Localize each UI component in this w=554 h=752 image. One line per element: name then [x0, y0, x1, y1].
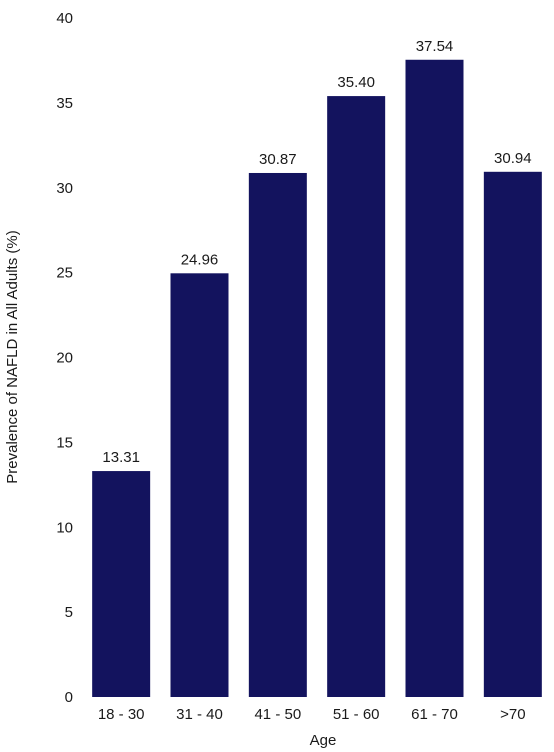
y-tick-label: 15 — [56, 434, 73, 451]
x-tick-label: 18 - 30 — [98, 706, 145, 723]
y-tick-label: 40 — [56, 10, 73, 27]
x-tick-label: >70 — [500, 706, 525, 723]
bar-value-label: 30.87 — [259, 151, 297, 168]
x-tick-label: 31 - 40 — [176, 706, 223, 723]
bar-value-label: 24.96 — [181, 251, 219, 268]
y-axis-ticks: 0 5 10 15 20 25 30 35 40 — [56, 10, 73, 706]
bar — [248, 172, 307, 697]
x-tick-label: 61 - 70 — [411, 706, 458, 723]
y-tick-label: 35 — [56, 95, 73, 112]
y-tick-label: 20 — [56, 350, 73, 367]
bar-value-label: 13.31 — [102, 449, 140, 466]
y-tick-label: 25 — [56, 265, 73, 282]
bar — [483, 171, 542, 697]
y-tick-label: 30 — [56, 180, 73, 197]
y-tick-label: 10 — [56, 519, 73, 536]
bar — [405, 59, 464, 698]
bars — [92, 59, 542, 698]
y-tick-label: 0 — [65, 689, 73, 706]
x-tick-label: 51 - 60 — [333, 706, 380, 723]
bar — [327, 96, 386, 697]
bar — [92, 471, 151, 697]
x-axis-ticks: 18 - 30 31 - 40 41 - 50 51 - 60 61 - 70 >70 — [98, 706, 526, 723]
x-axis-title: Age — [310, 732, 337, 749]
x-tick-label: 41 - 50 — [254, 706, 301, 723]
y-axis-title: Prevalence of NAFLD in All Adults (%) — [4, 230, 21, 483]
bar-value-label: 35.40 — [337, 74, 375, 91]
bar-value-label: 37.54 — [416, 38, 454, 55]
bar-value-labels: 13.31 24.96 30.87 35.40 37.54 30.94 — [102, 38, 531, 466]
bar — [170, 273, 229, 697]
y-tick-label: 5 — [65, 604, 73, 621]
bar-value-label: 30.94 — [494, 150, 532, 167]
